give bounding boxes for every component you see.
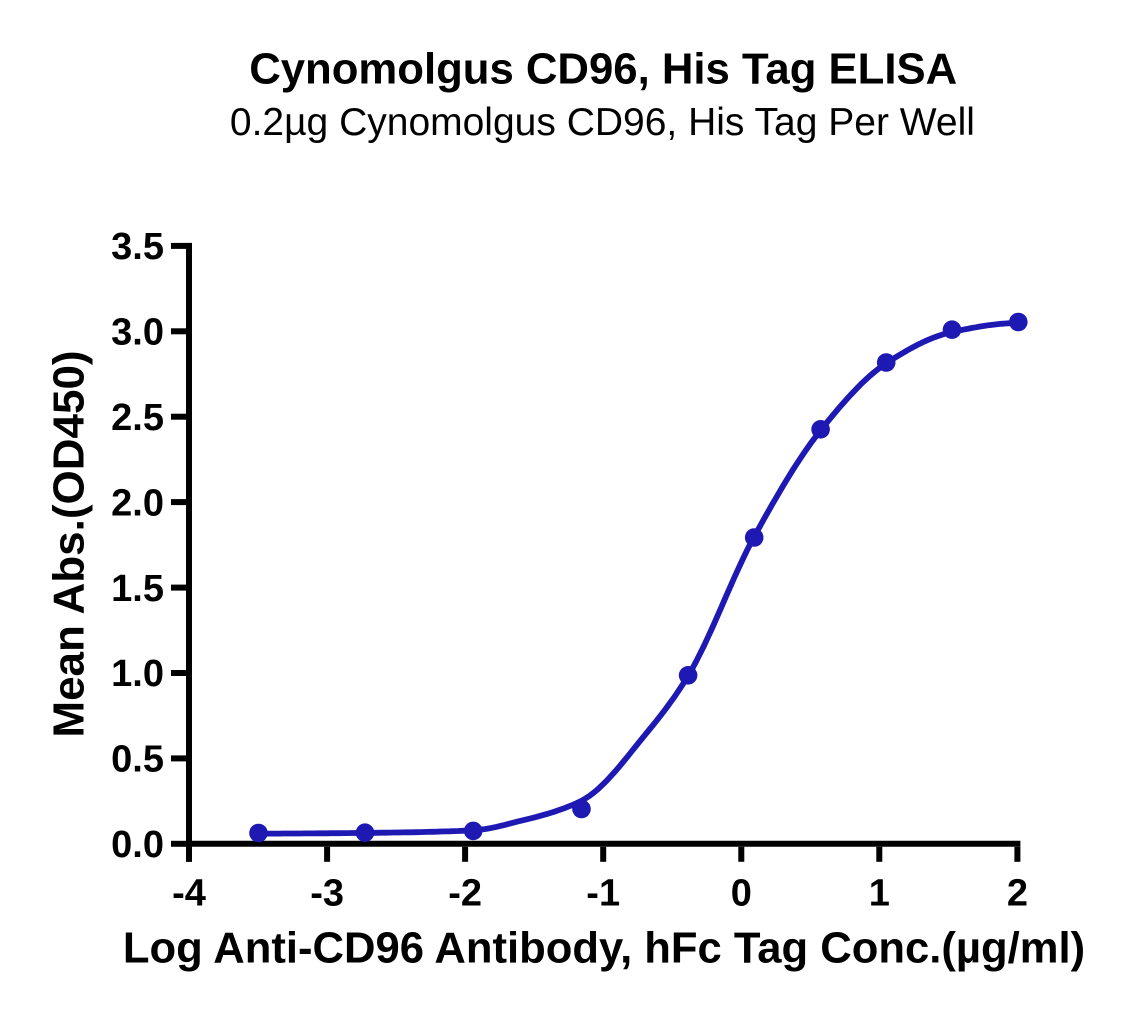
svg-text:1.5: 1.5 (111, 568, 164, 610)
svg-text:1: 1 (869, 873, 890, 915)
svg-text:2.0: 2.0 (111, 482, 164, 524)
svg-text:1.0: 1.0 (111, 653, 164, 695)
svg-text:3.0: 3.0 (111, 312, 164, 354)
svg-text:-2: -2 (448, 873, 482, 915)
svg-text:0: 0 (731, 873, 752, 915)
svg-text:Mean Abs.(OD450): Mean Abs.(OD450) (44, 350, 93, 737)
svg-text:Log Anti-CD96 Antibody, hFc Ta: Log Anti-CD96 Antibody, hFc Tag Conc.(µg… (123, 924, 1085, 972)
svg-text:0.5: 0.5 (111, 739, 164, 781)
svg-text:Cynomolgus CD96, His Tag ELISA: Cynomolgus CD96, His Tag ELISA (249, 44, 957, 93)
svg-text:-1: -1 (586, 873, 620, 915)
svg-text:-3: -3 (310, 873, 344, 915)
svg-text:2.5: 2.5 (111, 397, 164, 439)
svg-text:-4: -4 (172, 873, 206, 915)
svg-text:2: 2 (1007, 873, 1028, 915)
svg-text:0.2µg Cynomolgus CD96, His Tag: 0.2µg Cynomolgus CD96, His Tag Per Well (230, 101, 975, 144)
svg-text:3.5: 3.5 (111, 226, 164, 268)
svg-text:0.0: 0.0 (111, 824, 164, 866)
